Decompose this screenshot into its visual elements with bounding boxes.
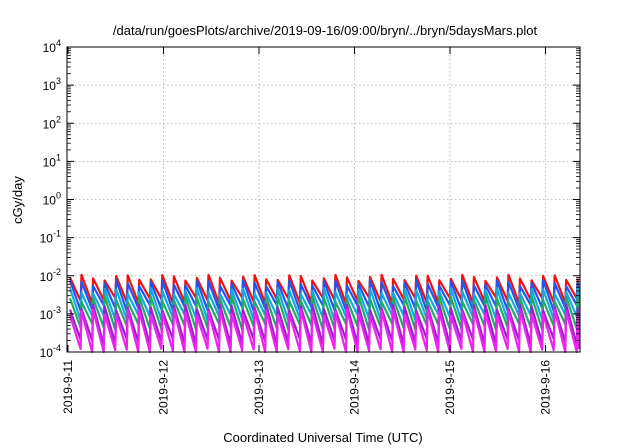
y-tick-label: 104 xyxy=(43,38,61,55)
x-tick-label: 2019-9-12 xyxy=(157,360,171,415)
x-tick-label: 2019-9-11 xyxy=(61,360,75,414)
y-tick-label: 10-3 xyxy=(40,305,61,322)
x-axis: 2019-9-11 2019-9-12 2019-9-13 2019-9-14 2019… xyxy=(61,47,553,415)
series-line xyxy=(68,287,581,322)
x-tick-label: 2019-9-13 xyxy=(252,360,266,415)
y-tick-label: 103 xyxy=(43,76,61,93)
series-line xyxy=(68,303,581,347)
y-tick-label: 102 xyxy=(43,114,61,131)
y-axis-label: cGy/day xyxy=(10,176,25,224)
y-axis: 10-4 10-3 10-2 10-1 100 101 102 103 104 xyxy=(40,38,580,360)
x-tick-label: 2019-9-14 xyxy=(348,360,362,415)
y-tick-label: 101 xyxy=(43,152,61,169)
chart-title: /data/run/goesPlots/archive/2019-09-16/0… xyxy=(113,23,538,38)
series-line xyxy=(68,308,581,354)
x-tick-label: 2019-9-16 xyxy=(539,360,553,415)
series-line xyxy=(68,279,581,313)
series-line xyxy=(68,294,581,331)
x-tick-label: 2019-9-15 xyxy=(443,360,457,415)
series-group xyxy=(68,273,581,354)
series-line xyxy=(68,273,581,305)
y-tick-label: 10-1 xyxy=(40,229,61,246)
y-tick-label: 10-4 xyxy=(40,343,61,360)
y-tick-label: 100 xyxy=(43,191,61,208)
y-tick-label: 10-2 xyxy=(40,267,61,284)
x-axis-label: Coordinated Universal Time (UTC) xyxy=(223,430,422,445)
